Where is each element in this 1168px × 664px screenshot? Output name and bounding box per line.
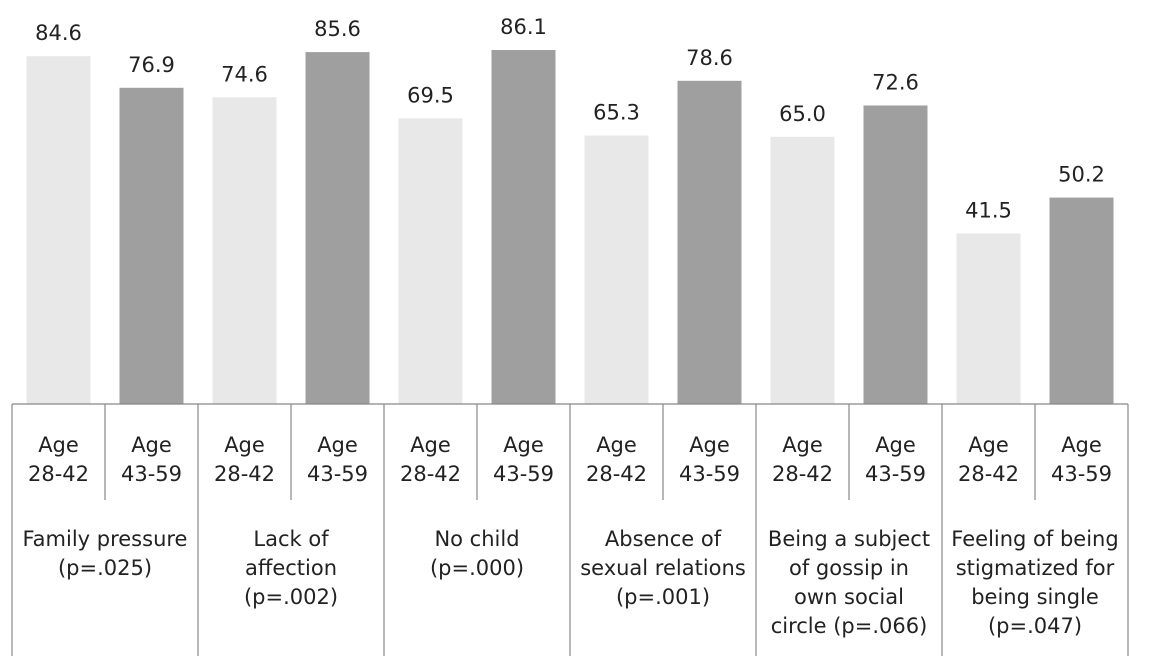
age-tick-label: Age [224,433,265,457]
category-label: sexual relations [580,556,746,580]
bar-5-age-28-42 [770,136,835,405]
bar-1-age-28-42 [26,56,91,404]
age-tick-label: 43-59 [865,462,926,486]
category-label: Family pressure [23,527,188,551]
bar-1-age-43-59 [119,87,184,405]
category-label: stigmatized for [956,556,1115,580]
category-label: (p=.002) [244,585,338,609]
age-tick-label: Age [131,433,172,457]
age-tick-label: 43-59 [679,462,740,486]
data-label: 65.0 [779,102,826,126]
data-label: 65.3 [593,101,640,125]
category-label: affection [245,556,337,580]
age-tick-label: Age [503,433,544,457]
age-tick-label: Age [782,433,823,457]
age-tick-label: 28-42 [958,462,1019,486]
bar-6-age-43-59 [1049,197,1114,404]
data-label: 86.1 [500,15,547,39]
data-label: 72.6 [872,71,919,95]
category-label: Feeling of being [951,527,1118,551]
data-label: 78.6 [686,46,733,70]
bar-3-age-43-59 [491,50,556,404]
data-label: 85.6 [314,17,361,41]
age-tick-label: 43-59 [1051,462,1112,486]
age-tick-label: 28-42 [586,462,647,486]
bar-6-age-28-42 [956,233,1021,404]
category-label: (p=.047) [988,614,1082,638]
age-tick-label: Age [968,433,1009,457]
age-tick-label: 28-42 [214,462,275,486]
age-tick-label: Age [38,433,79,457]
category-label: Absence of [605,527,722,551]
category-label: being single [971,585,1099,609]
category-table: Age 28-42 Age 43-59 Family pressure (p=.025) A… [11,403,1129,656]
data-label: 41.5 [965,198,1012,222]
age-tick-label: 28-42 [772,462,833,486]
age-tick-label: Age [689,433,730,457]
bar-4-age-28-42 [584,135,649,404]
bar-3-age-28-42 [398,118,463,405]
age-tick-label: Age [410,433,451,457]
bar-2-age-43-59 [305,52,370,404]
age-tick-label: 43-59 [493,462,554,486]
data-label: 69.5 [407,83,454,107]
bar-2-age-28-42 [212,97,277,405]
age-tick-label: Age [596,433,637,457]
data-label: 74.6 [221,62,268,86]
age-tick-label: 43-59 [121,462,182,486]
age-tick-label: 28-42 [28,462,89,486]
category-label: own social [794,585,904,609]
age-tick-label: Age [317,433,358,457]
age-tick-label: 28-42 [400,462,461,486]
category-label: No child [434,527,519,551]
category-label: of gossip in [789,556,909,580]
age-tick-label: Age [1061,433,1102,457]
bar-4-age-43-59 [677,80,742,405]
category-label: circle (p=.066) [771,614,928,638]
bars-layer: 84.6 76.9 74.6 85.6 69.5 86.1 65.3 78.6 65.0 72.6… [26,15,1114,405]
data-label: 84.6 [35,21,82,45]
category-label: (p=.025) [58,556,152,580]
category-label: Being a subject [768,527,930,551]
data-label: 76.9 [128,53,175,77]
data-label: 50.2 [1058,163,1105,187]
age-tick-label: 43-59 [307,462,368,486]
age-tick-label: Age [875,433,916,457]
category-label: (p=.001) [616,585,710,609]
category-label: (p=.000) [430,556,524,580]
bar-5-age-43-59 [863,105,928,404]
category-label: Lack of [253,527,329,551]
